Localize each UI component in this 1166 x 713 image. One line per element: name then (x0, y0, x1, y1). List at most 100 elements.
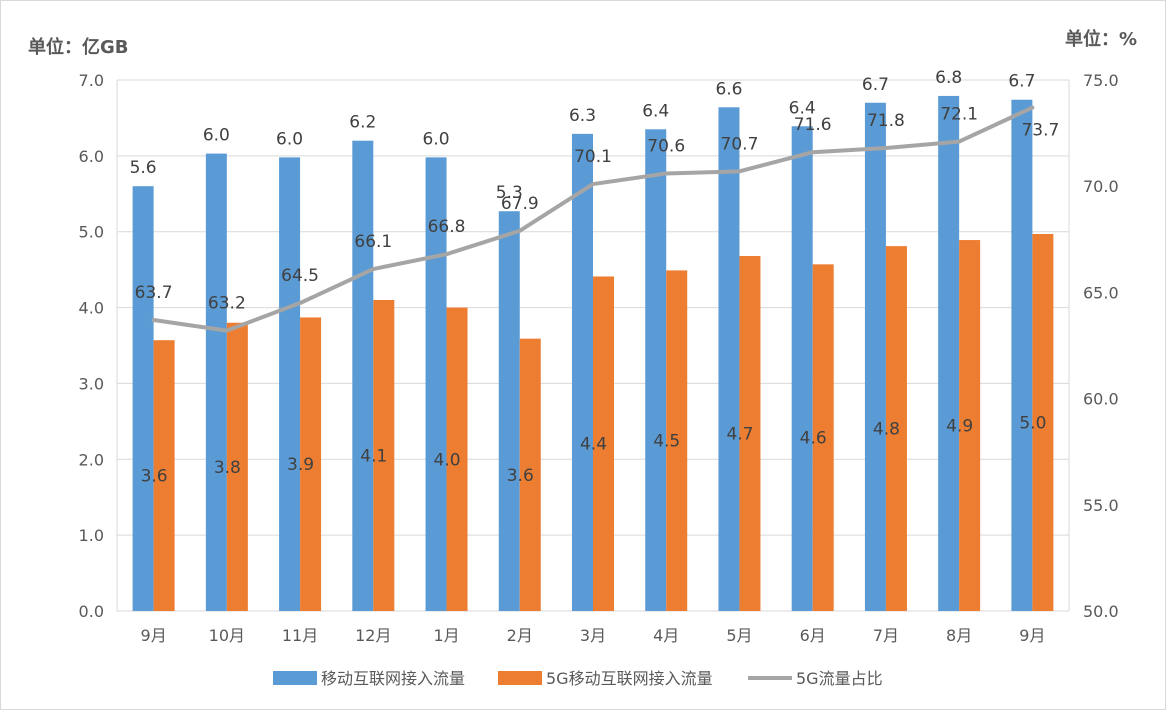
category-label: 6月 (800, 626, 826, 645)
category-label: 9月 (1019, 626, 1045, 645)
label-mobile-traffic: 6.7 (862, 75, 889, 95)
bar-mobile-traffic (938, 95, 960, 612)
bar-mobile-traffic (425, 157, 447, 612)
label-mobile-traffic: 6.4 (789, 98, 816, 118)
bar-5g-traffic (300, 317, 322, 611)
bar-mobile-traffic (279, 157, 301, 612)
label-5g-traffic: 4.1 (360, 446, 387, 466)
label-mobile-traffic: 6.6 (715, 79, 742, 99)
label-5g-traffic: 3.8 (214, 458, 241, 478)
bar-5g-traffic (519, 338, 541, 611)
bar-5g-traffic (739, 255, 761, 611)
right-tick-label: 60.0 (1083, 390, 1119, 409)
label-5g-share: 66.8 (428, 217, 466, 237)
category-label: 5月 (726, 626, 752, 645)
bar-mobile-traffic (791, 126, 813, 611)
label-mobile-traffic: 6.0 (276, 129, 303, 149)
data-labels: 5.6 3.6 63.7 6.0 3.8 63.2 6.0 3.9 64.5 6.2 4.1 66.1… (130, 68, 1060, 487)
bars (132, 95, 1054, 612)
left-axis-unit: 单位：亿GB (28, 36, 129, 58)
label-5g-share: 64.5 (281, 266, 319, 286)
bar-5g-traffic (959, 240, 981, 611)
label-mobile-traffic: 6.7 (1008, 72, 1035, 92)
right-axis-unit: 单位：% (1065, 28, 1137, 50)
bar-mobile-traffic (132, 186, 154, 611)
label-5g-traffic: 5.0 (1019, 413, 1046, 433)
bar-mobile-traffic (352, 140, 374, 611)
label-5g-share: 73.7 (1021, 121, 1059, 141)
label-5g-share: 70.7 (721, 134, 759, 154)
left-tick-label: 0.0 (79, 602, 104, 621)
line-5g-share (151, 105, 1035, 333)
label-5g-traffic: 3.9 (287, 455, 314, 475)
label-5g-share: 70.1 (574, 147, 612, 167)
label-5g-traffic: 4.6 (800, 429, 827, 449)
left-tick-label: 2.0 (79, 450, 104, 469)
label-5g-share: 70.6 (647, 136, 685, 156)
left-tick-label: 3.0 (79, 374, 104, 393)
label-5g-traffic: 4.5 (653, 432, 680, 452)
bar-5g-traffic (373, 299, 395, 611)
category-label: 2月 (507, 626, 533, 645)
bar-mobile-traffic (1011, 99, 1033, 612)
category-label: 3月 (580, 626, 606, 645)
legend: 移动互联网接入流量 5G移动互联网接入流量 5G流量占比 (273, 669, 883, 688)
label-mobile-traffic: 6.8 (935, 68, 962, 88)
category-label: 9月 (141, 626, 167, 645)
bar-mobile-traffic (718, 107, 740, 612)
label-5g-traffic: 3.6 (507, 466, 534, 486)
category-label: 11月 (282, 626, 318, 645)
legend-swatch-5g-traffic (498, 671, 542, 685)
label-5g-traffic: 4.7 (726, 424, 753, 444)
category-label: 4月 (653, 626, 679, 645)
bar-5g-traffic (593, 276, 614, 611)
label-5g-share: 71.8 (867, 111, 905, 131)
label-5g-share: 66.1 (354, 232, 392, 252)
right-tick-label: 75.0 (1083, 71, 1119, 90)
category-axis: 9月 10月 11月 12月 1月 2月 3月 4月 5月 6月 7月 8月 9月 (141, 626, 1046, 645)
left-tick-label: 1.0 (79, 526, 104, 545)
category-label: 8月 (946, 626, 972, 645)
bar-5g-traffic (885, 246, 907, 611)
label-5g-traffic: 4.9 (946, 417, 973, 437)
label-5g-traffic: 4.4 (580, 435, 607, 455)
label-5g-traffic: 4.0 (434, 450, 461, 470)
legend-label-5g-traffic: 5G移动互联网接入流量 (546, 669, 713, 688)
bar-5g-traffic (153, 340, 175, 611)
label-mobile-traffic: 6.3 (569, 106, 596, 126)
label-mobile-traffic: 6.0 (423, 129, 450, 149)
left-tick-label: 4.0 (79, 299, 104, 318)
bar-5g-traffic (226, 322, 248, 611)
bar-mobile-traffic (645, 129, 667, 612)
left-axis-ticks: 0.0 1.0 2.0 3.0 4.0 5.0 6.0 7.0 (79, 71, 104, 621)
left-tick-label: 6.0 (79, 147, 104, 166)
ratio-line (151, 105, 1035, 333)
bar-mobile-traffic (205, 153, 227, 611)
bar-mobile-traffic (498, 211, 520, 612)
label-5g-traffic: 4.8 (873, 420, 900, 440)
bar-mobile-traffic (572, 133, 593, 611)
legend-label-5g-share: 5G流量占比 (796, 669, 883, 688)
bar-5g-traffic (446, 307, 468, 611)
label-5g-share: 67.9 (501, 194, 539, 214)
left-tick-label: 7.0 (79, 71, 104, 90)
right-tick-label: 65.0 (1083, 283, 1119, 302)
legend-swatch-mobile-traffic (273, 671, 317, 685)
label-mobile-traffic: 5.6 (130, 158, 157, 178)
legend-label-mobile-traffic: 移动互联网接入流量 (321, 669, 465, 688)
left-tick-label: 5.0 (79, 223, 104, 242)
right-tick-label: 55.0 (1083, 496, 1119, 515)
bar-5g-traffic (1032, 233, 1054, 612)
label-mobile-traffic: 6.2 (349, 113, 376, 133)
label-5g-share: 72.1 (940, 105, 978, 125)
bar-5g-traffic (666, 270, 688, 611)
label-mobile-traffic: 5.3 (496, 183, 523, 203)
category-label: 10月 (209, 626, 245, 645)
right-tick-label: 50.0 (1083, 602, 1119, 621)
label-5g-share: 63.2 (208, 294, 246, 314)
category-label: 12月 (355, 626, 391, 645)
label-5g-share: 63.7 (135, 283, 173, 303)
label-5g-traffic: 3.6 (141, 467, 168, 487)
